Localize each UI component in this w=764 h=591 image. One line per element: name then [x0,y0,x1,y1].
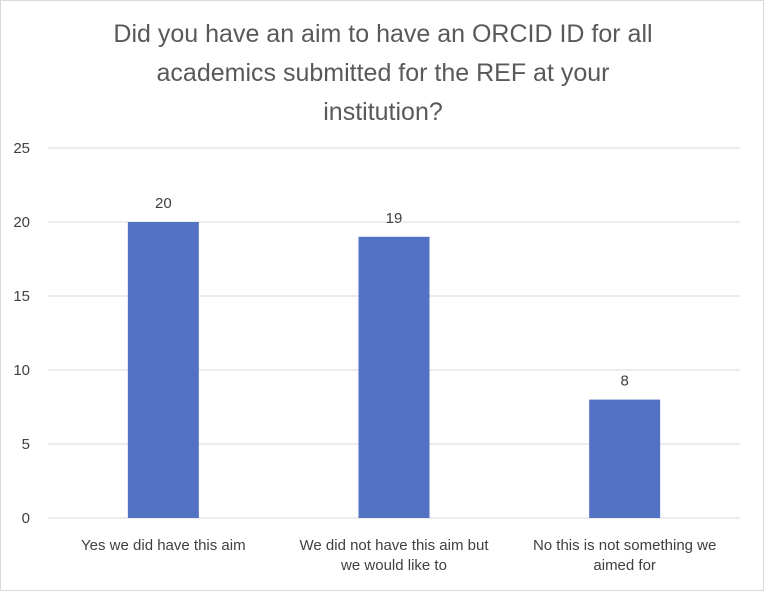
x-category-label-line: No this is not something we [532,537,717,554]
chart-title: Did you have an aim to have an ORCID ID … [61,15,705,132]
x-category-label-line: we would like to [341,557,447,574]
y-tick-label: 0 [22,510,30,527]
data-label-3: 8 [620,373,628,390]
y-tick-label: 25 [13,140,30,157]
x-category-label-line: We did not have this aim but [299,537,489,554]
bar-2 [358,236,430,519]
chart-title-line-2: academics submitted for the REF at your [156,59,610,87]
bar-1 [127,222,199,518]
y-tick-label: 10 [13,362,30,379]
x-category-label-line: Yes we did have this aim [81,537,246,554]
x-category-label-3: No this is not something we aimed for [510,536,740,576]
x-category-label-line: aimed for [593,557,656,574]
y-tick-label: 15 [13,288,30,305]
data-label-1: 20 [155,195,172,212]
y-tick-label: 5 [22,436,30,453]
chart-title-line-3: institution? [323,98,443,126]
y-tick-label: 20 [13,214,30,231]
data-label-2: 19 [386,210,403,227]
bar-3 [589,399,661,518]
x-category-label-2: We did not have this aim but we would lik… [279,536,509,576]
x-category-label-1: Yes we did have this aim [48,536,278,556]
chart-title-line-1: Did you have an aim to have an ORCID ID … [113,20,653,48]
